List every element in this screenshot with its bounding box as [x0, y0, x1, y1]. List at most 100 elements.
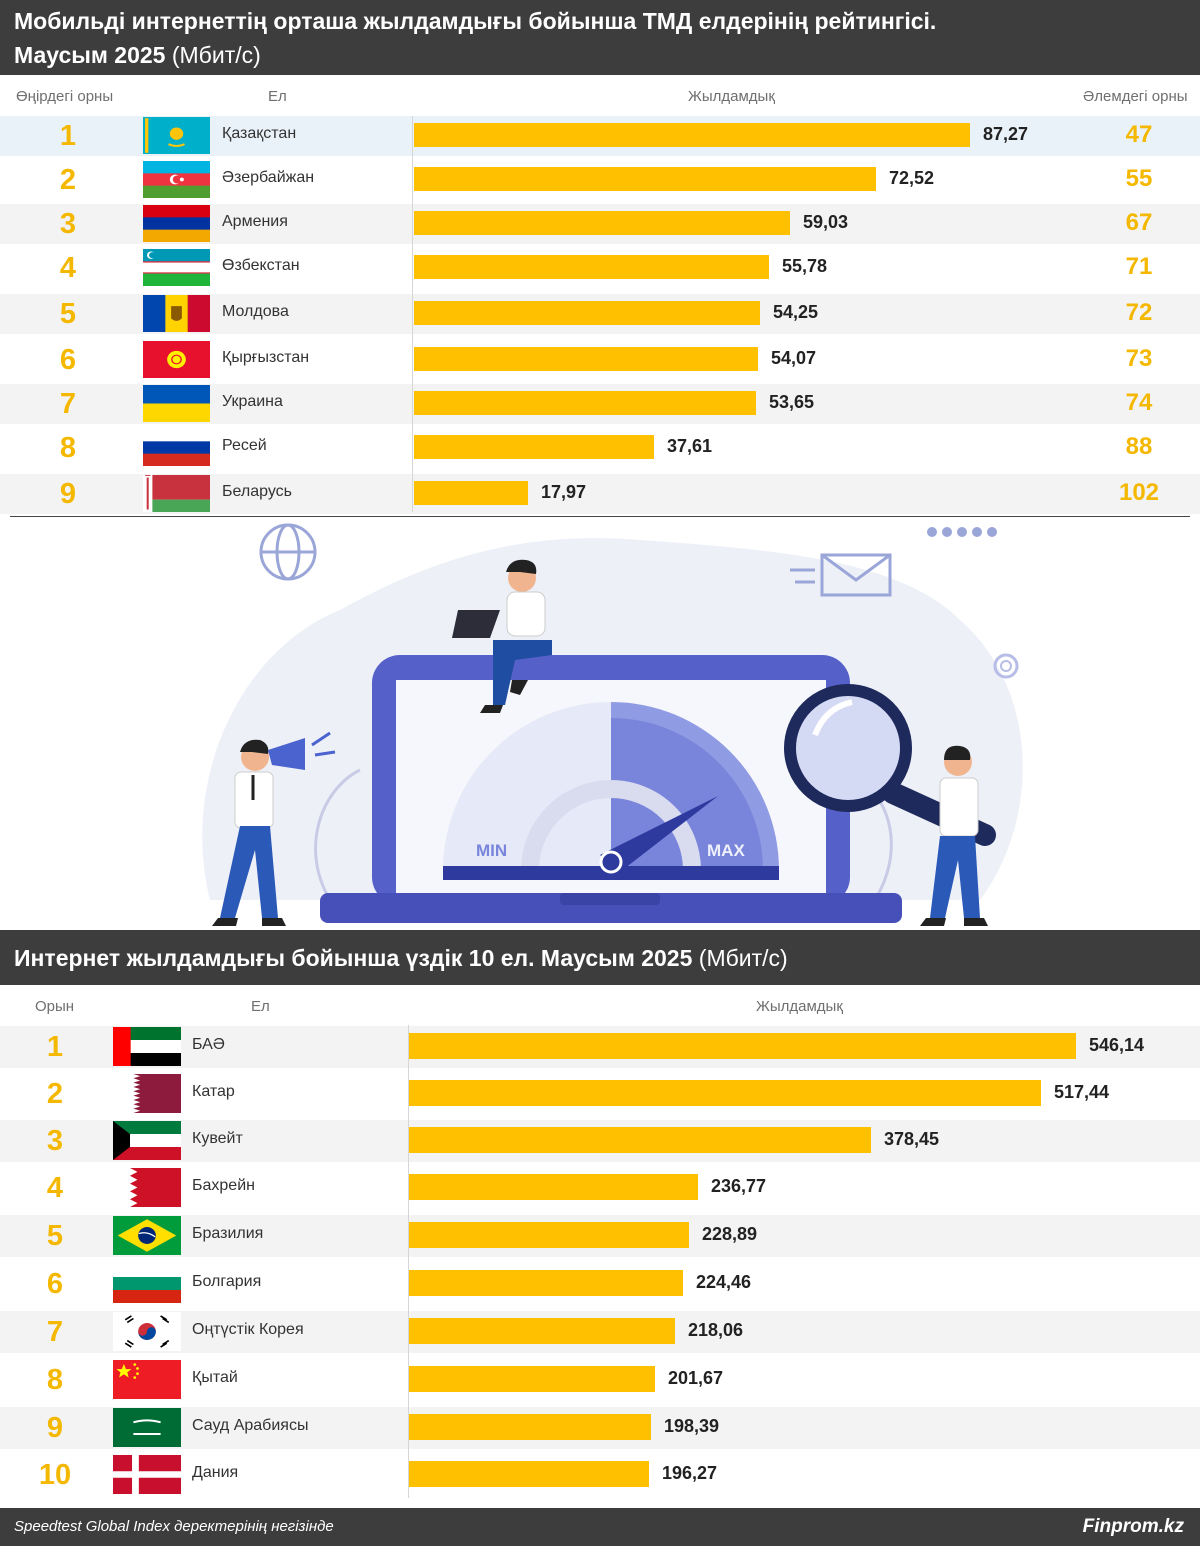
top10-speed-bar	[409, 1318, 675, 1344]
top10-speed-value: 196,27	[662, 1463, 718, 1483]
cis-speed-bar	[414, 347, 758, 371]
flag-by-icon	[143, 475, 210, 512]
top10-speed-value: 546,14	[1089, 1035, 1145, 1055]
cis-country-name: Қырғызстан	[222, 349, 310, 366]
top10-speed-bar	[409, 1174, 698, 1200]
top10-speed-bar	[409, 1461, 649, 1487]
top10-country-name: Оңтүстік Корея	[192, 1321, 304, 1338]
flag-ae-icon	[113, 1027, 181, 1066]
top10-country-name: Болгария	[192, 1273, 262, 1290]
cis-bottom-rule	[10, 516, 1190, 517]
flag-am-icon	[143, 205, 210, 242]
flag-cn-icon	[113, 1360, 181, 1399]
flag-kr-icon	[113, 1312, 181, 1351]
cis-speed-bar	[414, 481, 528, 505]
top10-title-unit: (Мбит/с)	[692, 945, 788, 971]
top10-speed-value: 517,44	[1054, 1082, 1110, 1102]
cis-speed-value: 72,52	[889, 168, 935, 188]
top10-rank: 3	[46, 1125, 64, 1157]
top10-country-name: Сауд Арабиясы	[192, 1417, 309, 1434]
col-country: Ел	[268, 88, 287, 105]
cis-country-name: Беларусь	[222, 483, 292, 500]
top10-rank: 6	[46, 1268, 64, 1300]
cis-speed-bar	[414, 255, 769, 279]
top10-rank: 2	[46, 1078, 64, 1110]
cis-bar-axis	[412, 116, 413, 512]
top10-rank: 9	[46, 1412, 64, 1444]
top10-bar-axis	[408, 1025, 409, 1498]
col-speed: Жылдамдық	[688, 88, 775, 105]
cis-speed-value: 55,78	[782, 256, 828, 276]
flag-bh-icon	[113, 1168, 181, 1207]
cis-world-rank: 74	[1125, 389, 1153, 416]
cis-rank: 2	[59, 164, 77, 196]
flag-kz-icon	[143, 117, 210, 154]
cis-country-name: Өзбекстан	[222, 257, 300, 274]
col-rank: Орын	[35, 998, 75, 1015]
top10-speed-value: 198,39	[664, 1416, 720, 1436]
top10-country-name: БАӘ	[192, 1036, 225, 1053]
person-megaphone	[212, 731, 336, 926]
cis-world-rank: 102	[1118, 479, 1160, 506]
col-speed-2: Жылдамдық	[756, 998, 843, 1015]
top10-speed-value: 201,67	[668, 1368, 724, 1388]
cis-country-name: Әзербайжан	[222, 169, 315, 186]
top10-speed-bar	[409, 1366, 655, 1392]
flag-sa-icon	[113, 1408, 181, 1447]
speedometer-illustration: MIN MAX	[0, 518, 1200, 928]
top10-country-name: Бразилия	[192, 1225, 264, 1242]
flag-ua-icon	[143, 385, 210, 422]
col-region-rank: Өңірдегі орны	[16, 88, 114, 105]
cis-speed-bar	[414, 391, 756, 415]
col-world-rank: Әлемдегі орны	[1083, 88, 1188, 105]
brand-logo: Finprom.kz	[1082, 1516, 1184, 1537]
top10-title-text: Интернет жылдамдығы бойынша үздік 10 ел.…	[14, 945, 693, 971]
cis-speed-value: 59,03	[803, 212, 849, 232]
person-laptop	[452, 559, 552, 713]
top10-speed-bar	[409, 1414, 651, 1440]
top10-rank: 8	[46, 1364, 64, 1396]
flag-br-icon	[113, 1216, 181, 1255]
cis-rank: 1	[59, 120, 77, 152]
top10-country-name: Қытай	[192, 1369, 238, 1386]
cis-speed-bar	[414, 211, 790, 235]
cis-speed-bar	[414, 167, 876, 191]
top10-speed-value: 378,45	[884, 1129, 940, 1149]
top10-rank: 7	[46, 1316, 64, 1348]
top10-country-name: Кувейт	[192, 1130, 243, 1147]
cis-speed-value: 54,25	[773, 302, 819, 322]
cis-rank: 3	[59, 208, 77, 240]
cis-speed-value: 17,97	[541, 482, 587, 502]
cis-rank: 5	[59, 298, 77, 330]
top10-country-name: Катар	[192, 1083, 235, 1100]
flag-kw-icon	[113, 1121, 181, 1160]
top10-speed-bar	[409, 1222, 689, 1248]
flag-dk-icon	[113, 1455, 181, 1494]
envelope-icon	[790, 553, 892, 597]
gauge-max-label: MAX	[707, 841, 745, 860]
flag-md-icon	[143, 295, 210, 332]
top10-speed-bar	[409, 1080, 1041, 1106]
flag-uz-icon	[143, 249, 210, 286]
cis-world-rank: 72	[1125, 299, 1153, 326]
cis-world-rank: 73	[1125, 345, 1153, 372]
cis-speed-value: 37,61	[667, 436, 713, 456]
cis-world-rank: 67	[1125, 209, 1153, 236]
source-note: Speedtest Global Index деректерінің негі…	[14, 1518, 334, 1535]
top10-speed-value: 228,89	[702, 1224, 758, 1244]
col-country-2: Ел	[251, 998, 270, 1015]
top10-rank: 1	[46, 1031, 64, 1063]
top10-rank: 5	[46, 1220, 64, 1252]
flag-qa-icon	[113, 1074, 181, 1113]
top10-rank: 4	[46, 1172, 64, 1204]
gauge-min-label: MIN	[476, 841, 507, 860]
cis-country-name: Молдова	[222, 303, 289, 320]
cis-rank: 9	[59, 478, 77, 510]
footer: Speedtest Global Index деректерінің негі…	[0, 1508, 1200, 1546]
cis-speed-value: 54,07	[771, 348, 817, 368]
cis-title-line2: Маусым 2025 (Мбит/с)	[0, 38, 1200, 72]
top10-title-bar: Интернет жылдамдығы бойынша үздік 10 ел.…	[0, 930, 1200, 985]
cis-world-rank: 55	[1125, 165, 1153, 192]
cis-country-name: Армения	[222, 213, 288, 230]
cis-country-name: Қазақстан	[222, 125, 297, 142]
